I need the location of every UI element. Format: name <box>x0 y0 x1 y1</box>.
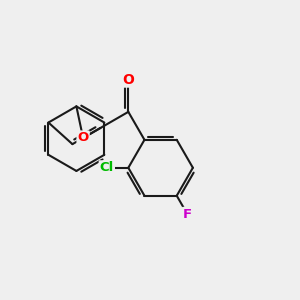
Text: O: O <box>122 73 134 87</box>
Text: O: O <box>77 131 89 145</box>
Text: F: F <box>183 208 192 221</box>
Text: Cl: Cl <box>100 161 114 174</box>
